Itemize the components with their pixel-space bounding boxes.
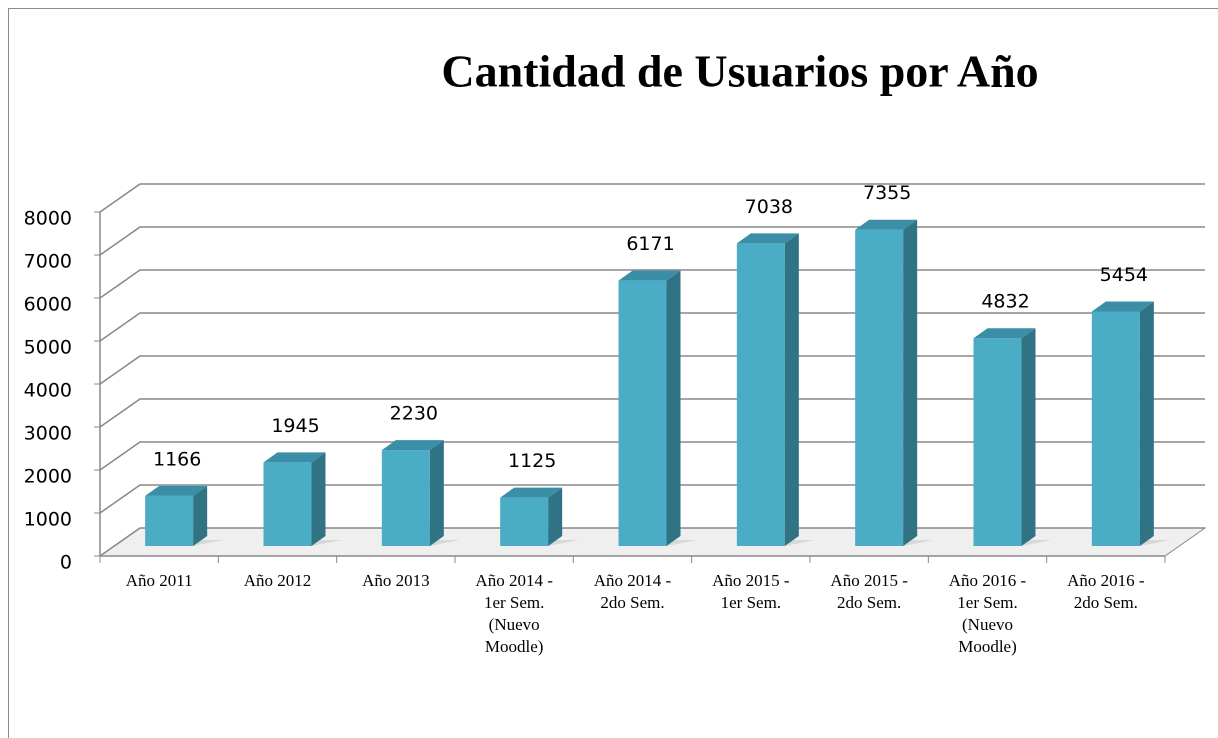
y-tick-label: 8000 (24, 208, 72, 230)
data-label: 4832 (981, 291, 1029, 313)
x-tick-label: Año 2014 - 1er Sem. (Nuevo Moodle) (475, 571, 553, 656)
x-tick-label: Año 2015 - 2do Sem. (830, 571, 908, 612)
bar-top (1091, 301, 1154, 312)
bar-side (666, 270, 681, 546)
bar (736, 243, 785, 546)
bar-side (548, 487, 563, 546)
bar (500, 497, 549, 546)
y-tick-label: 0 (60, 552, 72, 574)
x-tick-label: Año 2014 - 2do Sem. (593, 571, 672, 612)
x-tick-label: Año 2016 - 1er Sem. (Nuevo Moodle) (948, 571, 1027, 656)
bar (145, 495, 194, 546)
x-tick-label: Año 2012 (243, 571, 312, 590)
bar-top (381, 440, 444, 451)
bar (618, 280, 667, 546)
bar-side (1021, 328, 1036, 546)
bar-side (784, 233, 799, 546)
bar (855, 229, 904, 547)
data-label: 1945 (271, 415, 319, 437)
bar-side (193, 485, 208, 546)
data-label: 1125 (508, 450, 556, 472)
data-label: 7355 (863, 182, 911, 204)
grid-line (99, 312, 1205, 342)
bar-top (145, 485, 208, 496)
y-tick-label: 1000 (24, 509, 72, 531)
x-tick-label: Año 2016 - 2do Sem. (1067, 571, 1145, 612)
y-tick-label: 3000 (24, 423, 72, 445)
grid-line (99, 355, 1205, 385)
grid-line (99, 398, 1205, 428)
bar-side (429, 440, 444, 546)
bar-top (855, 219, 918, 230)
bar-side (311, 452, 326, 546)
bar-side (903, 219, 918, 547)
grid-line (99, 183, 1205, 213)
data-label: 6171 (626, 233, 674, 255)
bar-side (1139, 301, 1154, 546)
chart-border (8, 8, 1218, 738)
data-label: 1166 (153, 448, 201, 470)
bar-top (736, 233, 799, 244)
y-tick-label: 4000 (24, 380, 72, 402)
grid-line (99, 527, 1205, 557)
bar-top (263, 452, 326, 463)
bar-top (973, 328, 1036, 339)
bar (1091, 311, 1140, 546)
x-tick-label: Año 2013 (362, 571, 430, 590)
grid-line (99, 226, 1205, 256)
bar (973, 338, 1022, 546)
bar (381, 450, 430, 546)
chart-title: Cantidad de Usuarios por Año (441, 46, 1038, 97)
data-label: 2230 (390, 403, 438, 425)
y-tick-label: 5000 (24, 337, 72, 359)
grid-line (99, 441, 1205, 471)
x-tick-label: Año 2011 (125, 571, 193, 590)
bar (263, 462, 312, 546)
y-tick-label: 7000 (24, 251, 72, 273)
bar-top (500, 487, 563, 498)
y-tick-label: 2000 (24, 466, 72, 488)
bar-top (618, 270, 681, 281)
y-tick-label: 6000 (24, 294, 72, 316)
grid-line (99, 269, 1205, 299)
x-tick-label: Año 2015 - 1er Sem. (712, 571, 790, 612)
data-label: 5454 (1100, 264, 1148, 286)
grid-line (99, 484, 1205, 514)
data-label: 7038 (745, 196, 793, 218)
